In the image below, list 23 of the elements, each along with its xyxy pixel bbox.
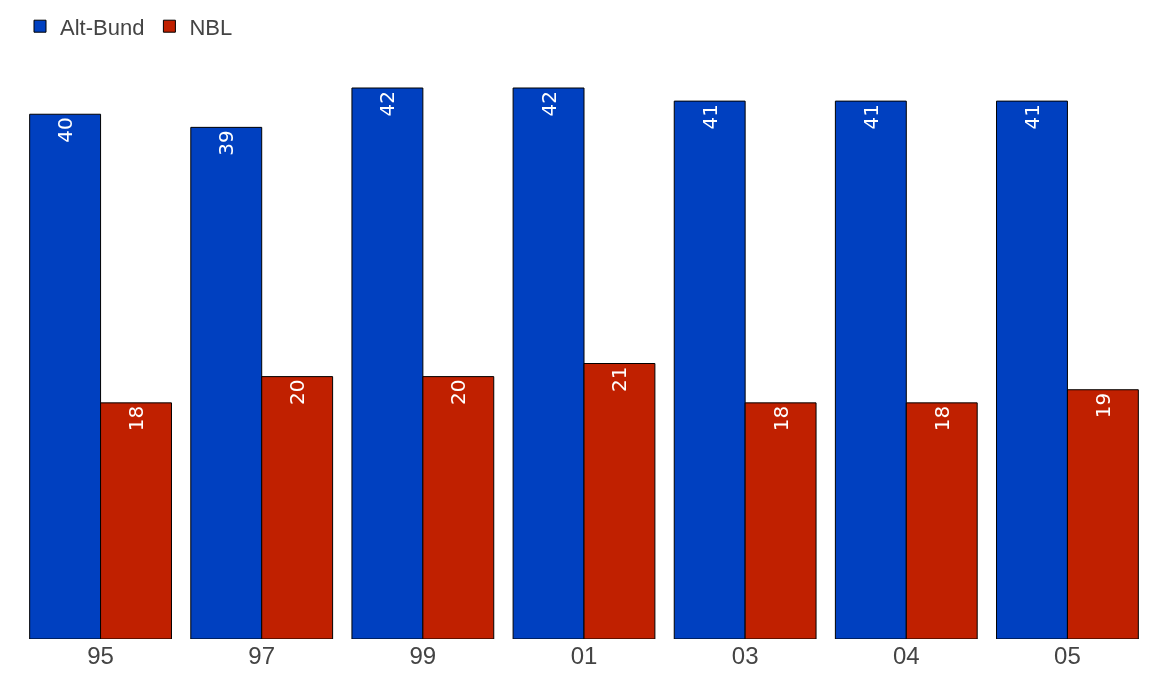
data-label: 42 <box>536 91 561 117</box>
x-tick-label: 97 <box>248 642 276 669</box>
data-label: 18 <box>768 405 793 432</box>
legend-label: NBL <box>189 14 233 40</box>
data-label: 40 <box>53 117 78 143</box>
data-label: 18 <box>124 405 149 432</box>
x-tick-label: 99 <box>409 642 437 669</box>
data-label: 42 <box>375 91 400 117</box>
legend-label: Alt-Bund <box>60 14 145 40</box>
data-label: 39 <box>214 130 239 156</box>
x-tick-label: 05 <box>1054 642 1081 669</box>
x-tick-label: 04 <box>892 642 920 669</box>
data-label: 41 <box>697 104 722 130</box>
data-label: 21 <box>607 366 632 392</box>
data-label: 19 <box>1090 392 1115 419</box>
data-label: 20 <box>285 379 310 406</box>
data-label: 41 <box>1019 104 1044 130</box>
data-label: 41 <box>858 104 883 130</box>
x-tick-label: 03 <box>731 642 759 669</box>
x-tick-label: 01 <box>570 642 598 669</box>
data-label: 18 <box>929 405 954 432</box>
x-tick-label: 95 <box>87 642 114 669</box>
data-label: 20 <box>446 379 471 406</box>
